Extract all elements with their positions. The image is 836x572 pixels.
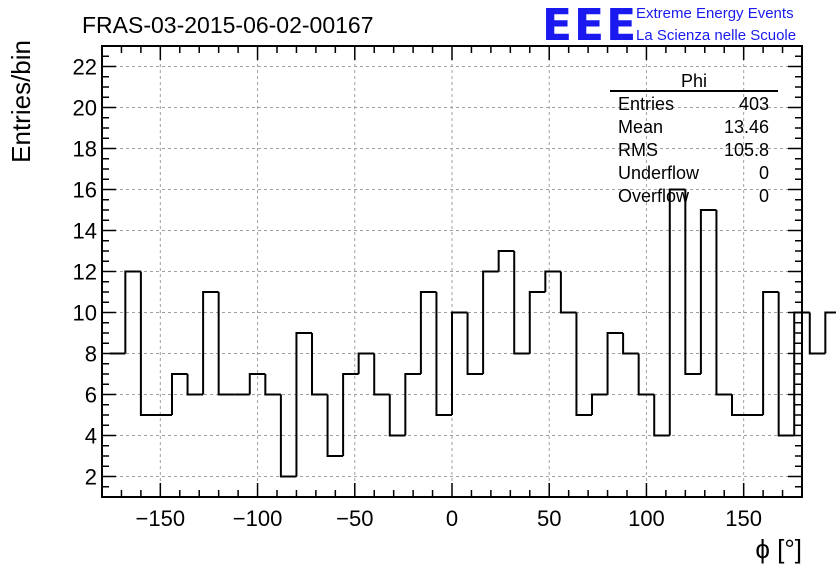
histogram-bin	[668, 188, 686, 436]
histogram-bin	[295, 332, 312, 477]
histogram-bin	[451, 311, 468, 415]
histogram-bin	[404, 373, 421, 436]
histogram-bin	[544, 270, 561, 292]
histogram-bin	[482, 270, 499, 374]
stats-row-label: Overflow	[618, 186, 690, 206]
y-axis-label: Entries/bin	[6, 40, 36, 163]
x-tick-label: 0	[446, 506, 458, 531]
histogram-bin	[762, 291, 779, 415]
y-tick-label: 12	[73, 260, 97, 285]
histogram-bin	[248, 373, 266, 395]
histogram-bin	[357, 352, 375, 374]
y-tick-label: 10	[73, 301, 97, 326]
histogram-bin	[217, 292, 235, 396]
histogram-bin	[326, 394, 344, 457]
logo-line-2: La Scienza nelle Scuole	[636, 27, 796, 44]
y-tick-labels: 2 4 6 8 10 12 14 16 18 20 22	[73, 55, 97, 490]
x-tick-label: −50	[336, 506, 373, 531]
stats-box: Phi Entries 403 Mean 13.46 RMS 105.8 Underflow…	[610, 71, 778, 206]
y-tick-label: 8	[85, 342, 97, 367]
y-tick-label: 22	[73, 55, 97, 80]
histogram-bin	[373, 353, 390, 396]
x-axis-label: ϕ [°]	[755, 534, 802, 564]
histogram-bin	[186, 374, 204, 396]
stats-row-value: 105.8	[724, 140, 769, 160]
histogram-bars	[109, 188, 836, 478]
histogram-bin	[559, 271, 577, 314]
histogram-bin	[264, 374, 281, 396]
x-tick-label: −100	[233, 506, 283, 531]
histogram-bin	[497, 250, 515, 272]
y-tick-label: 2	[85, 465, 97, 490]
histogram-bin	[808, 312, 826, 355]
stats-row-value: 0	[759, 186, 769, 206]
histogram-bin	[824, 311, 836, 354]
stats-row-label: Entries	[618, 94, 674, 114]
stats-row-value: 403	[739, 94, 769, 114]
histogram-bin	[388, 394, 406, 437]
histogram-bin	[699, 209, 717, 374]
histogram-bin	[419, 291, 437, 374]
histogram-bin	[513, 251, 530, 355]
histogram-bin	[715, 210, 732, 396]
x-tick-label: 50	[537, 506, 561, 531]
y-tick-label: 6	[85, 383, 97, 408]
x-tick-labels: −150 −100 −50 0 50 100 150	[136, 506, 762, 531]
histogram-bin	[591, 393, 608, 415]
stats-row-label: Underflow	[618, 163, 700, 183]
stats-row-label: Mean	[618, 117, 663, 137]
axis-ticks	[102, 46, 802, 497]
x-tick-label: 150	[725, 506, 762, 531]
x-tick-label: 100	[628, 506, 665, 531]
histogram-bin	[684, 189, 701, 375]
x-tick-label: −150	[136, 506, 186, 531]
histogram-bin	[171, 373, 188, 415]
eee-logo: EEE Extreme Energy Events La Scienza nel…	[542, 0, 796, 51]
histogram-bin	[311, 333, 328, 396]
y-tick-label: 16	[73, 178, 97, 203]
histogram-bin	[466, 312, 484, 375]
y-tick-label: 20	[73, 96, 97, 121]
chart-title: FRAS-03-2015-06-02-00167	[82, 12, 374, 38]
histogram-bin	[139, 271, 157, 416]
grid	[102, 46, 802, 497]
histogram-bin	[528, 291, 546, 354]
histogram-bin	[777, 292, 795, 437]
histogram-bin	[653, 394, 670, 437]
stats-row-label: RMS	[618, 140, 658, 160]
y-tick-label: 4	[85, 424, 97, 449]
histogram-bin	[435, 292, 452, 416]
histogram-bin	[575, 312, 592, 416]
histogram-bin	[279, 394, 297, 478]
histogram-bin	[637, 353, 655, 396]
y-tick-label: 14	[73, 219, 97, 244]
histogram-bin	[731, 394, 748, 416]
histogram-bin	[342, 373, 359, 456]
histogram-bin	[202, 291, 219, 395]
histogram-bin	[606, 332, 624, 395]
stats-row-value: 13.46	[724, 117, 769, 137]
stats-box-title: Phi	[681, 71, 707, 91]
logo-line-1: Extreme Energy Events	[636, 5, 794, 22]
histogram-bin	[124, 270, 141, 354]
logo-mark: EEE	[542, 0, 638, 51]
histogram-bin	[622, 333, 639, 355]
y-tick-label: 18	[73, 137, 97, 162]
stats-row-value: 0	[759, 163, 769, 183]
